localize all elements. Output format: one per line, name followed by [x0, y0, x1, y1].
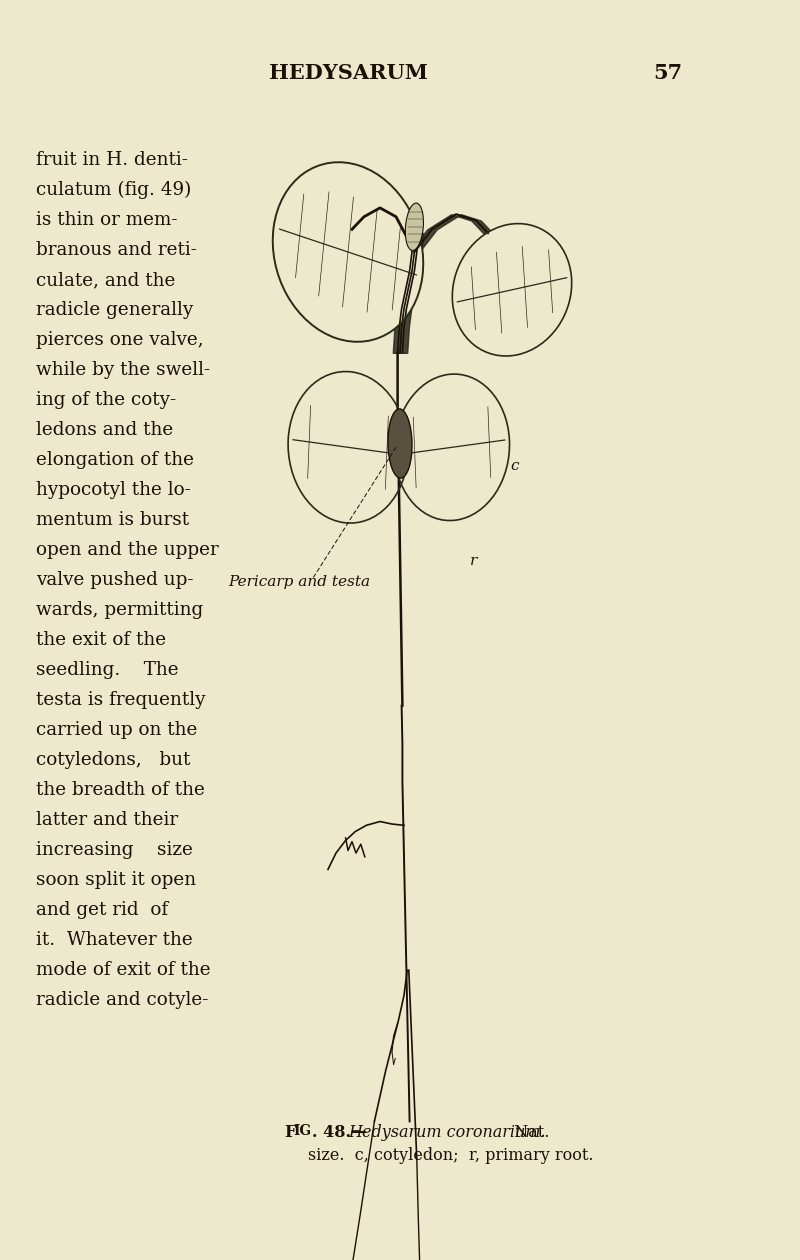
- Text: carried up on the: carried up on the: [36, 721, 198, 738]
- Text: radicle generally: radicle generally: [36, 301, 194, 319]
- Text: valve pushed up-: valve pushed up-: [36, 571, 194, 588]
- Text: F: F: [284, 1124, 295, 1140]
- Text: elongation of the: elongation of the: [36, 451, 194, 469]
- Text: size.  c, cotyledon;  r, primary root.: size. c, cotyledon; r, primary root.: [308, 1147, 594, 1163]
- Text: cotyledons,   but: cotyledons, but: [36, 751, 190, 769]
- Text: Hedysarum coronarium.: Hedysarum coronarium.: [348, 1124, 546, 1140]
- Ellipse shape: [288, 372, 408, 523]
- Text: mentum is burst: mentum is burst: [36, 512, 189, 529]
- Text: the exit of the: the exit of the: [36, 631, 166, 649]
- Text: testa is frequently: testa is frequently: [36, 690, 206, 709]
- Text: is thin or mem-: is thin or mem-: [36, 212, 178, 229]
- Text: ledons and the: ledons and the: [36, 421, 174, 438]
- Text: c: c: [510, 459, 519, 474]
- Text: hypocotyl the lo-: hypocotyl the lo-: [36, 481, 190, 499]
- Text: Nat.: Nat.: [504, 1124, 550, 1140]
- Text: . 48.—: . 48.—: [312, 1124, 367, 1140]
- Ellipse shape: [273, 163, 423, 341]
- Text: the breadth of the: the breadth of the: [36, 781, 205, 799]
- Text: latter and their: latter and their: [36, 811, 178, 829]
- Text: and get rid  of: and get rid of: [36, 901, 168, 919]
- Text: culate, and the: culate, and the: [36, 271, 175, 289]
- Text: seedling.    The: seedling. The: [36, 662, 178, 679]
- Ellipse shape: [394, 374, 510, 520]
- Text: wards, permitting: wards, permitting: [36, 601, 203, 619]
- Text: fruit in H. denti-: fruit in H. denti-: [36, 151, 188, 169]
- Text: 57: 57: [654, 63, 682, 83]
- Text: branous and reti-: branous and reti-: [36, 241, 197, 260]
- Text: ing of the coty-: ing of the coty-: [36, 391, 176, 410]
- Ellipse shape: [388, 410, 412, 478]
- Text: it.  Whatever the: it. Whatever the: [36, 931, 193, 949]
- Text: culatum (fig. 49): culatum (fig. 49): [36, 181, 191, 199]
- Text: mode of exit of the: mode of exit of the: [36, 961, 210, 979]
- Text: open and the upper: open and the upper: [36, 541, 218, 559]
- Text: r: r: [470, 553, 477, 568]
- Text: Pericarp and testa: Pericarp and testa: [228, 575, 370, 590]
- Text: while by the swell-: while by the swell-: [36, 362, 210, 379]
- Ellipse shape: [406, 203, 423, 251]
- Text: IG: IG: [294, 1124, 312, 1138]
- Text: soon split it open: soon split it open: [36, 871, 196, 888]
- Text: pierces one valve,: pierces one valve,: [36, 331, 204, 349]
- Text: radicle and cotyle-: radicle and cotyle-: [36, 990, 208, 1009]
- Ellipse shape: [452, 223, 572, 357]
- Text: increasing    size: increasing size: [36, 840, 193, 859]
- Text: HEDYSARUM: HEDYSARUM: [269, 63, 427, 83]
